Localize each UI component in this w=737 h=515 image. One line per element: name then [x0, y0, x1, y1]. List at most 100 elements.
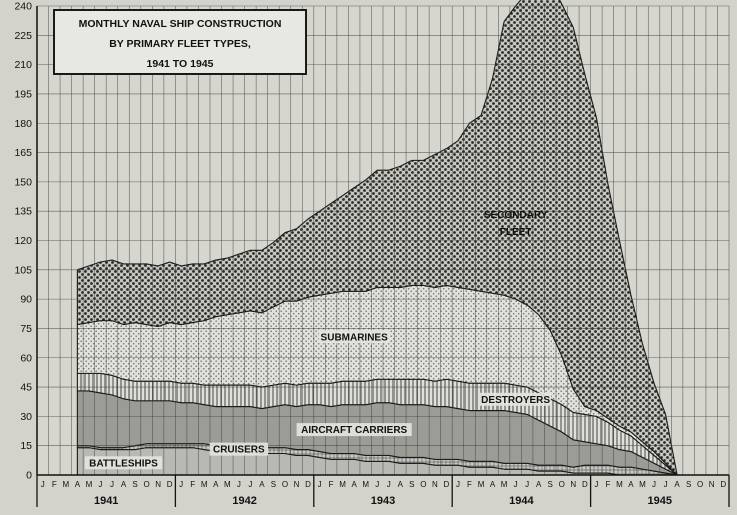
- x-month-label: J: [652, 480, 656, 489]
- x-month-label: J: [98, 480, 102, 489]
- x-month-label: N: [570, 480, 576, 489]
- y-tick-label: 135: [14, 206, 32, 218]
- y-tick-label: 240: [14, 1, 32, 13]
- y-tick-label: 75: [20, 323, 32, 335]
- x-month-label: F: [190, 480, 195, 489]
- x-month-label: J: [456, 480, 460, 489]
- y-tick-label: 15: [20, 440, 32, 452]
- x-month-label: M: [639, 480, 646, 489]
- x-month-label: A: [536, 480, 542, 489]
- x-month-label: N: [709, 480, 715, 489]
- x-year-label: 1945: [648, 495, 672, 507]
- x-month-label: A: [628, 480, 634, 489]
- x-month-label: F: [52, 480, 57, 489]
- x-month-label: O: [420, 480, 426, 489]
- series-label-battleships: BATTLESHIPS: [89, 458, 158, 469]
- x-month-label: J: [525, 480, 529, 489]
- series-label-aircraft-carriers: AIRCRAFT CARRIERS: [301, 425, 407, 436]
- x-month-label: J: [375, 480, 379, 489]
- series-label-bg: [296, 423, 412, 437]
- x-month-label: A: [121, 480, 127, 489]
- x-month-label: A: [351, 480, 357, 489]
- x-month-label: J: [248, 480, 252, 489]
- x-month-label: D: [167, 480, 173, 489]
- y-tick-label: 195: [14, 88, 32, 100]
- x-month-label: M: [201, 480, 208, 489]
- chart-title-box: MONTHLY NAVAL SHIP CONSTRUCTION BY PRIMA…: [53, 9, 307, 75]
- x-month-label: J: [664, 480, 668, 489]
- x-month-label: M: [362, 480, 369, 489]
- x-month-label: S: [686, 480, 691, 489]
- x-month-label: S: [548, 480, 553, 489]
- series-label-secondary-fleet: SECONDARY: [484, 210, 548, 221]
- y-tick-label: 90: [20, 294, 32, 306]
- series-label-bg: [318, 330, 390, 344]
- y-tick-label: 60: [20, 352, 32, 364]
- x-month-label: D: [305, 480, 311, 489]
- x-month-label: A: [213, 480, 219, 489]
- x-month-label: F: [329, 480, 334, 489]
- series-label-bg: [84, 456, 163, 470]
- x-month-label: N: [294, 480, 300, 489]
- y-tick-label: 165: [14, 147, 32, 159]
- x-month-label: S: [271, 480, 276, 489]
- x-month-label: M: [616, 480, 623, 489]
- chart-title-line-2: BY PRIMARY FLEET TYPES,: [109, 38, 251, 50]
- x-month-label: J: [514, 480, 518, 489]
- series-label-destroyers: DESTROYERS: [481, 395, 550, 406]
- x-year-label: 1944: [509, 495, 534, 507]
- x-month-label: A: [490, 480, 496, 489]
- x-month-label: F: [605, 480, 610, 489]
- y-tick-label: 120: [14, 235, 32, 247]
- x-month-label: J: [110, 480, 114, 489]
- x-month-label: O: [559, 480, 565, 489]
- x-month-label: A: [398, 480, 404, 489]
- x-month-label: M: [501, 480, 508, 489]
- x-month-label: F: [467, 480, 472, 489]
- x-month-label: J: [594, 480, 598, 489]
- y-tick-label: 0: [26, 470, 32, 482]
- x-month-label: M: [86, 480, 93, 489]
- x-month-label: J: [179, 480, 183, 489]
- x-month-label: A: [259, 480, 265, 489]
- series-label-cruisers: CRUISERS: [213, 445, 265, 456]
- y-tick-label: 45: [20, 382, 32, 394]
- x-month-label: J: [387, 480, 391, 489]
- x-month-label: D: [720, 480, 726, 489]
- x-year-label: 1943: [371, 495, 395, 507]
- series-label-bg: [480, 392, 552, 406]
- chart-title-line-3: 1941 TO 1945: [146, 58, 214, 70]
- y-tick-label: 210: [14, 59, 32, 71]
- x-month-label: D: [444, 480, 450, 489]
- series-label-submarines: SUBMARINES: [321, 332, 389, 343]
- x-month-label: J: [237, 480, 241, 489]
- series-label-bg: [209, 442, 269, 456]
- x-month-label: M: [478, 480, 485, 489]
- y-tick-label: 180: [14, 118, 32, 130]
- x-month-label: M: [339, 480, 346, 489]
- x-month-label: A: [674, 480, 680, 489]
- x-month-label: J: [41, 480, 45, 489]
- y-tick-label: 30: [20, 411, 32, 423]
- series-label-secondary-fleet: FLEET: [500, 227, 532, 238]
- x-month-label: J: [318, 480, 322, 489]
- x-month-label: A: [75, 480, 81, 489]
- y-tick-label: 150: [14, 176, 32, 188]
- x-month-label: N: [155, 480, 161, 489]
- x-year-label: 1942: [232, 495, 256, 507]
- x-month-label: D: [582, 480, 588, 489]
- x-month-label: O: [282, 480, 288, 489]
- x-month-label: S: [409, 480, 414, 489]
- x-month-label: N: [432, 480, 438, 489]
- chart-title-line-1: MONTHLY NAVAL SHIP CONSTRUCTION: [78, 18, 282, 30]
- y-tick-label: 105: [14, 264, 32, 276]
- x-month-label: O: [697, 480, 703, 489]
- x-month-label: M: [62, 480, 69, 489]
- x-month-label: O: [143, 480, 149, 489]
- x-month-label: S: [132, 480, 137, 489]
- x-month-label: M: [224, 480, 231, 489]
- y-tick-label: 225: [14, 30, 32, 42]
- x-year-label: 1941: [94, 495, 118, 507]
